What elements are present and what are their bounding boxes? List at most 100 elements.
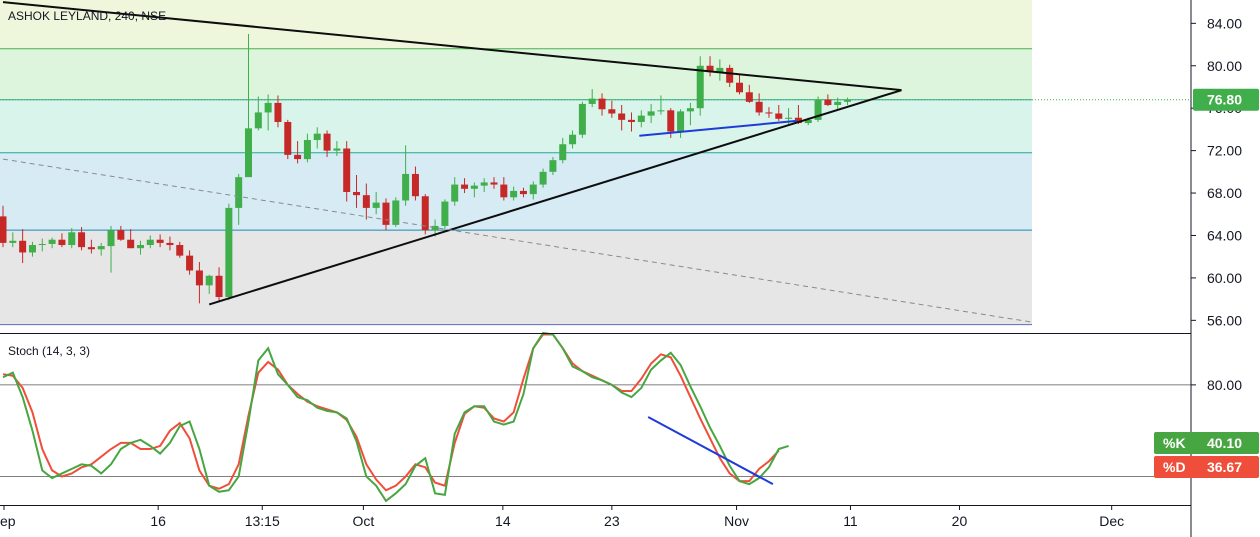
trendline-drawings[interactable]	[2, 1, 1035, 323]
candle-down[interactable]	[794, 117, 802, 124]
blue-support-line[interactable]	[639, 119, 797, 137]
candle-up[interactable]	[107, 230, 115, 247]
candle-up[interactable]	[9, 240, 17, 243]
candle-up[interactable]	[402, 173, 410, 201]
candle-down[interactable]	[127, 239, 135, 249]
candle-up[interactable]	[834, 101, 842, 106]
candle-down[interactable]	[618, 113, 626, 120]
candle-down[interactable]	[78, 232, 86, 248]
candle-up[interactable]	[392, 200, 400, 225]
candle-up[interactable]	[441, 201, 449, 226]
candle-down[interactable]	[353, 191, 361, 196]
candle-up[interactable]	[48, 239, 56, 244]
candle-up[interactable]	[716, 67, 724, 73]
candle-down[interactable]	[519, 190, 527, 195]
candle-down[interactable]	[343, 148, 351, 192]
candle-up[interactable]	[559, 144, 567, 161]
candle-down[interactable]	[362, 195, 370, 208]
candle-up[interactable]	[235, 177, 243, 208]
candle-down[interactable]	[284, 121, 292, 155]
candle-up[interactable]	[205, 275, 213, 286]
stoch-k-line[interactable]	[2, 331, 789, 503]
candle-down[interactable]	[58, 239, 66, 246]
candle-up[interactable]	[804, 119, 812, 124]
candle-up[interactable]	[372, 202, 380, 208]
candle-down[interactable]	[323, 133, 331, 151]
candle-up[interactable]	[588, 98, 596, 104]
candle-up[interactable]	[470, 185, 478, 189]
candle-up[interactable]	[245, 128, 252, 178]
candle-down[interactable]	[186, 255, 194, 271]
candle-down[interactable]	[382, 202, 390, 225]
candle-up[interactable]	[696, 65, 704, 109]
candle-down[interactable]	[755, 101, 763, 113]
dashed-trendline[interactable]	[2, 158, 1035, 323]
candle-down[interactable]	[765, 112, 773, 114]
candle-down[interactable]	[166, 242, 174, 246]
candle-down[interactable]	[706, 65, 714, 73]
candle-up[interactable]	[686, 108, 694, 112]
candle-down[interactable]	[294, 154, 302, 160]
candle-down[interactable]	[274, 102, 282, 122]
stoch-d-line[interactable]	[2, 333, 780, 492]
candle-down[interactable]	[598, 98, 606, 110]
candle-down[interactable]	[19, 240, 27, 253]
upper-trendline[interactable]	[2, 1, 902, 92]
price-pane-gridlines	[0, 48, 1191, 326]
candle-down[interactable]	[461, 184, 469, 189]
price-tick-label: 68.00	[1207, 185, 1242, 201]
candle-up[interactable]	[844, 99, 852, 102]
candle-up[interactable]	[431, 225, 439, 231]
candle-up[interactable]	[254, 112, 262, 129]
candle-up[interactable]	[814, 99, 822, 120]
candle-up[interactable]	[569, 134, 577, 145]
candle-up[interactable]	[451, 184, 459, 202]
candle-up[interactable]	[785, 117, 793, 119]
candle-up[interactable]	[578, 103, 586, 135]
candle-up[interactable]	[637, 115, 645, 122]
candle-up[interactable]	[313, 133, 321, 141]
candle-down[interactable]	[156, 239, 164, 243]
candle-up[interactable]	[529, 184, 537, 195]
candle-up[interactable]	[146, 239, 154, 246]
candlestick-series[interactable]	[0, 33, 852, 304]
candle-up[interactable]	[539, 171, 547, 185]
candle-up[interactable]	[97, 246, 105, 250]
candle-down[interactable]	[667, 110, 675, 132]
candle-down[interactable]	[411, 173, 419, 197]
candle-down[interactable]	[215, 275, 223, 297]
candle-up[interactable]	[510, 190, 518, 198]
candle-up[interactable]	[136, 245, 144, 249]
candle-up[interactable]	[657, 110, 665, 112]
price-pane-background	[0, 0, 1032, 325]
candle-down[interactable]	[421, 196, 429, 231]
time-tick-label: 13:15	[245, 513, 280, 529]
candle-down[interactable]	[627, 119, 635, 122]
candle-down[interactable]	[87, 247, 95, 250]
candle-down[interactable]	[117, 230, 125, 240]
candle-down[interactable]	[736, 82, 743, 93]
candle-up[interactable]	[549, 160, 557, 172]
candle-up[interactable]	[303, 140, 311, 160]
candle-down[interactable]	[745, 92, 753, 102]
candle-down[interactable]	[0, 216, 7, 243]
candle-up[interactable]	[480, 182, 488, 186]
candle-up[interactable]	[647, 111, 655, 116]
candle-down[interactable]	[176, 245, 184, 256]
candle-up[interactable]	[264, 102, 272, 113]
candle-down[interactable]	[608, 109, 616, 114]
candle-up[interactable]	[68, 232, 76, 246]
candle-up[interactable]	[38, 243, 46, 246]
candle-up[interactable]	[225, 207, 233, 297]
stoch-divergence-line[interactable]	[647, 416, 774, 486]
candle-down[interactable]	[824, 99, 832, 106]
candle-up[interactable]	[333, 148, 341, 151]
candle-down[interactable]	[726, 67, 734, 83]
candle-down[interactable]	[195, 270, 203, 286]
candle-up[interactable]	[28, 245, 36, 253]
candle-down[interactable]	[500, 184, 508, 198]
candle-down[interactable]	[775, 113, 783, 119]
candle-up[interactable]	[677, 111, 685, 132]
candle-down[interactable]	[490, 182, 498, 185]
lower-trendline[interactable]	[208, 89, 902, 306]
